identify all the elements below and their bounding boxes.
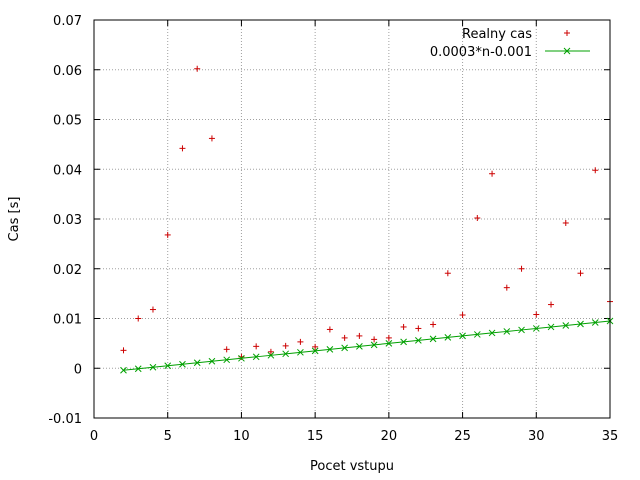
x-tick-label: 20	[381, 429, 398, 444]
data-point-fit	[532, 325, 540, 332]
data-point-realny-cas	[533, 311, 540, 318]
data-point-fit	[164, 362, 172, 370]
data-point-fit	[149, 363, 157, 371]
data-point-realny-cas	[326, 326, 333, 333]
data-point-fit	[577, 320, 584, 328]
y-tick-label: 0.01	[53, 313, 82, 328]
y-axis-label: Cas [s]	[7, 197, 22, 242]
y-tick-label: 0.07	[53, 14, 82, 29]
data-point-realny-cas	[503, 284, 510, 291]
data-point-fit	[238, 354, 245, 362]
data-point-realny-cas	[120, 347, 127, 354]
data-point-realny-cas	[208, 135, 215, 142]
data-point-fit	[488, 329, 496, 337]
data-point-fit	[252, 353, 260, 361]
y-tick-label: 0.04	[53, 163, 82, 178]
data-point-fit	[370, 341, 378, 349]
data-point-fit	[385, 340, 393, 347]
data-point-fit	[547, 323, 555, 331]
x-tick-label: 10	[233, 429, 250, 444]
data-point-realny-cas	[164, 231, 171, 238]
legend-label: Realny cas	[462, 27, 532, 42]
data-point-realny-cas	[430, 321, 437, 328]
data-point-realny-cas	[149, 306, 156, 313]
data-point-realny-cas	[548, 301, 555, 308]
data-point-fit	[562, 322, 570, 329]
legend-symbol	[545, 47, 590, 55]
x-tick-label: 5	[164, 429, 172, 444]
data-point-realny-cas	[356, 332, 363, 339]
data-point-fit	[282, 350, 290, 358]
data-point-realny-cas	[562, 219, 569, 226]
data-point-realny-cas	[577, 270, 584, 277]
legend: Realny cas 0.0003*n-0.001	[430, 27, 590, 60]
data-point-fit	[120, 366, 127, 374]
data-point-realny-cas	[194, 65, 201, 72]
y-tick-label: 0.06	[53, 64, 82, 79]
grid-lines	[94, 20, 610, 418]
data-point-fit	[444, 334, 452, 341]
data-point-realny-cas	[341, 334, 348, 341]
data-point-realny-cas	[592, 167, 599, 174]
data-point-realny-cas	[459, 312, 466, 319]
data-point-realny-cas	[297, 338, 304, 345]
data-point-realny-cas	[267, 348, 274, 355]
data-point-fit	[400, 338, 407, 346]
legend-symbol	[564, 30, 570, 36]
data-point-fit	[134, 365, 142, 373]
data-point-realny-cas	[518, 265, 525, 272]
data-point-fit	[267, 351, 275, 359]
data-marks	[120, 65, 614, 374]
tick-labels: 0 5 10 15 20 25 30 35 -0.01 0 0.01 0.02 0.03 0.04 0.05…	[48, 14, 618, 444]
data-point-realny-cas	[179, 145, 186, 152]
data-point-fit	[311, 347, 319, 355]
data-point-fit	[179, 360, 186, 368]
data-point-realny-cas	[135, 315, 142, 322]
data-point-fit	[193, 359, 201, 367]
data-point-realny-cas	[312, 343, 319, 350]
x-tick-label: 0	[90, 429, 98, 444]
series-line	[123, 320, 611, 371]
data-point-fit	[326, 345, 334, 353]
data-point-realny-cas	[444, 270, 451, 277]
data-point-realny-cas	[400, 323, 407, 330]
data-point-realny-cas	[385, 334, 392, 341]
data-point-fit	[223, 356, 231, 364]
data-point-fit	[208, 357, 216, 365]
x-tick-label: 35	[602, 429, 619, 444]
data-point-realny-cas	[282, 342, 289, 349]
data-point-fit	[503, 328, 511, 335]
x-tick-label: 25	[454, 429, 471, 444]
data-point-realny-cas	[253, 343, 260, 350]
data-point-fit	[429, 335, 437, 343]
data-point-fit	[459, 332, 466, 340]
data-point-realny-cas	[223, 346, 230, 353]
y-tick-label: 0.05	[53, 114, 82, 129]
data-point-fit	[414, 337, 422, 344]
y-tick-label: -0.01	[48, 412, 82, 427]
plot-frame	[93, 19, 611, 419]
data-point-fit	[341, 344, 348, 352]
data-point-fit	[356, 343, 363, 350]
data-point-fit	[518, 326, 525, 334]
y-tick-label: 0.02	[53, 263, 82, 278]
data-point-fit	[297, 348, 304, 356]
data-point-fit	[591, 319, 599, 326]
x-tick-label: 15	[307, 429, 324, 444]
data-point-realny-cas	[415, 325, 422, 332]
data-point-fit	[473, 331, 481, 338]
data-point-realny-cas	[489, 170, 496, 177]
legend-label: 0.0003*n-0.001	[430, 45, 532, 60]
data-point-realny-cas	[474, 215, 481, 222]
x-axis-label: Pocet vstupu	[310, 459, 394, 474]
y-tick-label: 0	[74, 362, 82, 377]
y-tick-label: 0.03	[53, 213, 82, 228]
x-tick-label: 30	[528, 429, 545, 444]
data-point-realny-cas	[371, 336, 378, 343]
